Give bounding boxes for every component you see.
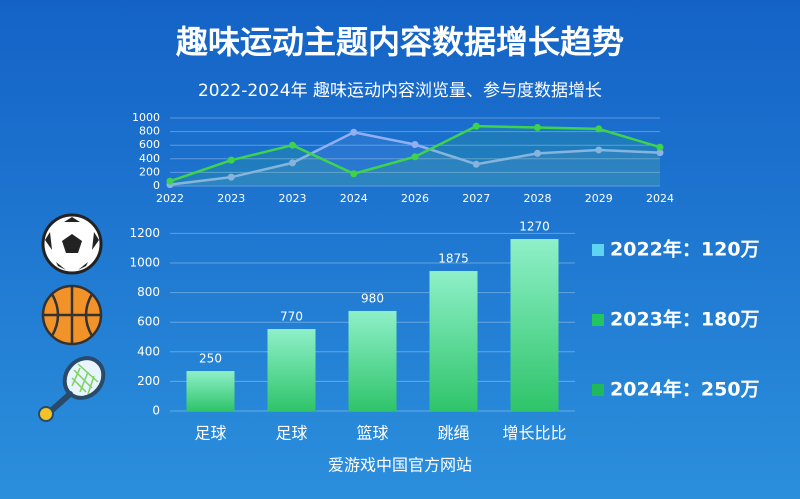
y-tick-label: 800 xyxy=(139,125,160,138)
point xyxy=(166,177,174,185)
point xyxy=(472,160,480,168)
x-tick-label: 足球 xyxy=(275,424,307,443)
basketball-icon xyxy=(41,284,103,346)
soccer-icon xyxy=(41,213,103,275)
legend-label: 2024年：250万 xyxy=(610,378,760,401)
area xyxy=(170,126,660,186)
y-tick-label: 200 xyxy=(139,165,160,178)
point xyxy=(411,153,419,161)
x-tick-label: 2027 xyxy=(462,192,490,205)
y-tick-label: 800 xyxy=(137,285,160,299)
x-tick-label: 2028 xyxy=(524,192,552,205)
legend-swatch xyxy=(592,314,604,326)
point xyxy=(595,146,603,154)
y-tick-label: 1000 xyxy=(129,256,160,270)
point xyxy=(411,141,419,149)
point xyxy=(289,141,296,149)
point xyxy=(227,173,235,181)
x-tick-label: 2023 xyxy=(217,192,245,205)
x-tick-label: 篮球 xyxy=(356,424,388,443)
title: 趣味运动主题内容数据增长趋势 xyxy=(176,23,624,61)
y-tick-label: 400 xyxy=(137,344,160,358)
point xyxy=(350,128,358,136)
bar xyxy=(267,329,316,411)
x-tick-label: 2023 xyxy=(279,192,307,205)
bar-label: 1875 xyxy=(438,251,469,265)
x-tick-label: 2024 xyxy=(340,192,368,205)
x-tick-label: 2024 xyxy=(646,192,674,205)
bar-label: 250 xyxy=(199,352,222,366)
point xyxy=(534,124,541,132)
y-tick-label: 0 xyxy=(152,404,160,418)
y-tick-label: 600 xyxy=(137,315,160,329)
point xyxy=(595,125,603,133)
x-tick-label: 2029 xyxy=(585,192,613,205)
footer: 爱游戏中国官方网站 xyxy=(328,456,472,475)
x-tick-label: 2026 xyxy=(401,192,429,205)
legend-label: 2023年：180万 xyxy=(610,308,760,331)
y-tick-label: 200 xyxy=(137,374,160,388)
point xyxy=(227,156,235,164)
bar xyxy=(348,310,397,411)
bar xyxy=(429,270,478,411)
y-tick-label: 0 xyxy=(153,179,160,192)
bar-label: 980 xyxy=(361,291,384,305)
point xyxy=(656,143,664,151)
bar-label: 1270 xyxy=(519,220,550,234)
point xyxy=(656,149,664,157)
bar-label: 770 xyxy=(280,310,303,324)
point xyxy=(534,149,541,157)
legend-swatch xyxy=(592,244,604,256)
x-tick-label: 2022 xyxy=(156,192,184,205)
subtitle: 2022-2024年 趣味运动内容浏览量、参与度数据增长 xyxy=(198,81,602,101)
bar xyxy=(510,239,559,411)
x-tick-label: 跳绳 xyxy=(437,424,469,443)
point xyxy=(472,122,480,130)
bar xyxy=(186,371,235,411)
y-tick-label: 400 xyxy=(139,152,160,165)
legend-swatch xyxy=(592,384,604,396)
y-tick-label: 600 xyxy=(139,138,160,151)
racket-icon xyxy=(38,356,106,422)
legend-label: 2022年：120万 xyxy=(610,238,760,261)
point xyxy=(289,159,296,167)
x-tick-label: 足球 xyxy=(194,424,226,443)
point xyxy=(350,170,358,178)
y-tick-label: 1000 xyxy=(132,111,160,124)
y-tick-label: 1200 xyxy=(129,226,160,240)
x-tick-label: 增长比比 xyxy=(502,424,566,443)
